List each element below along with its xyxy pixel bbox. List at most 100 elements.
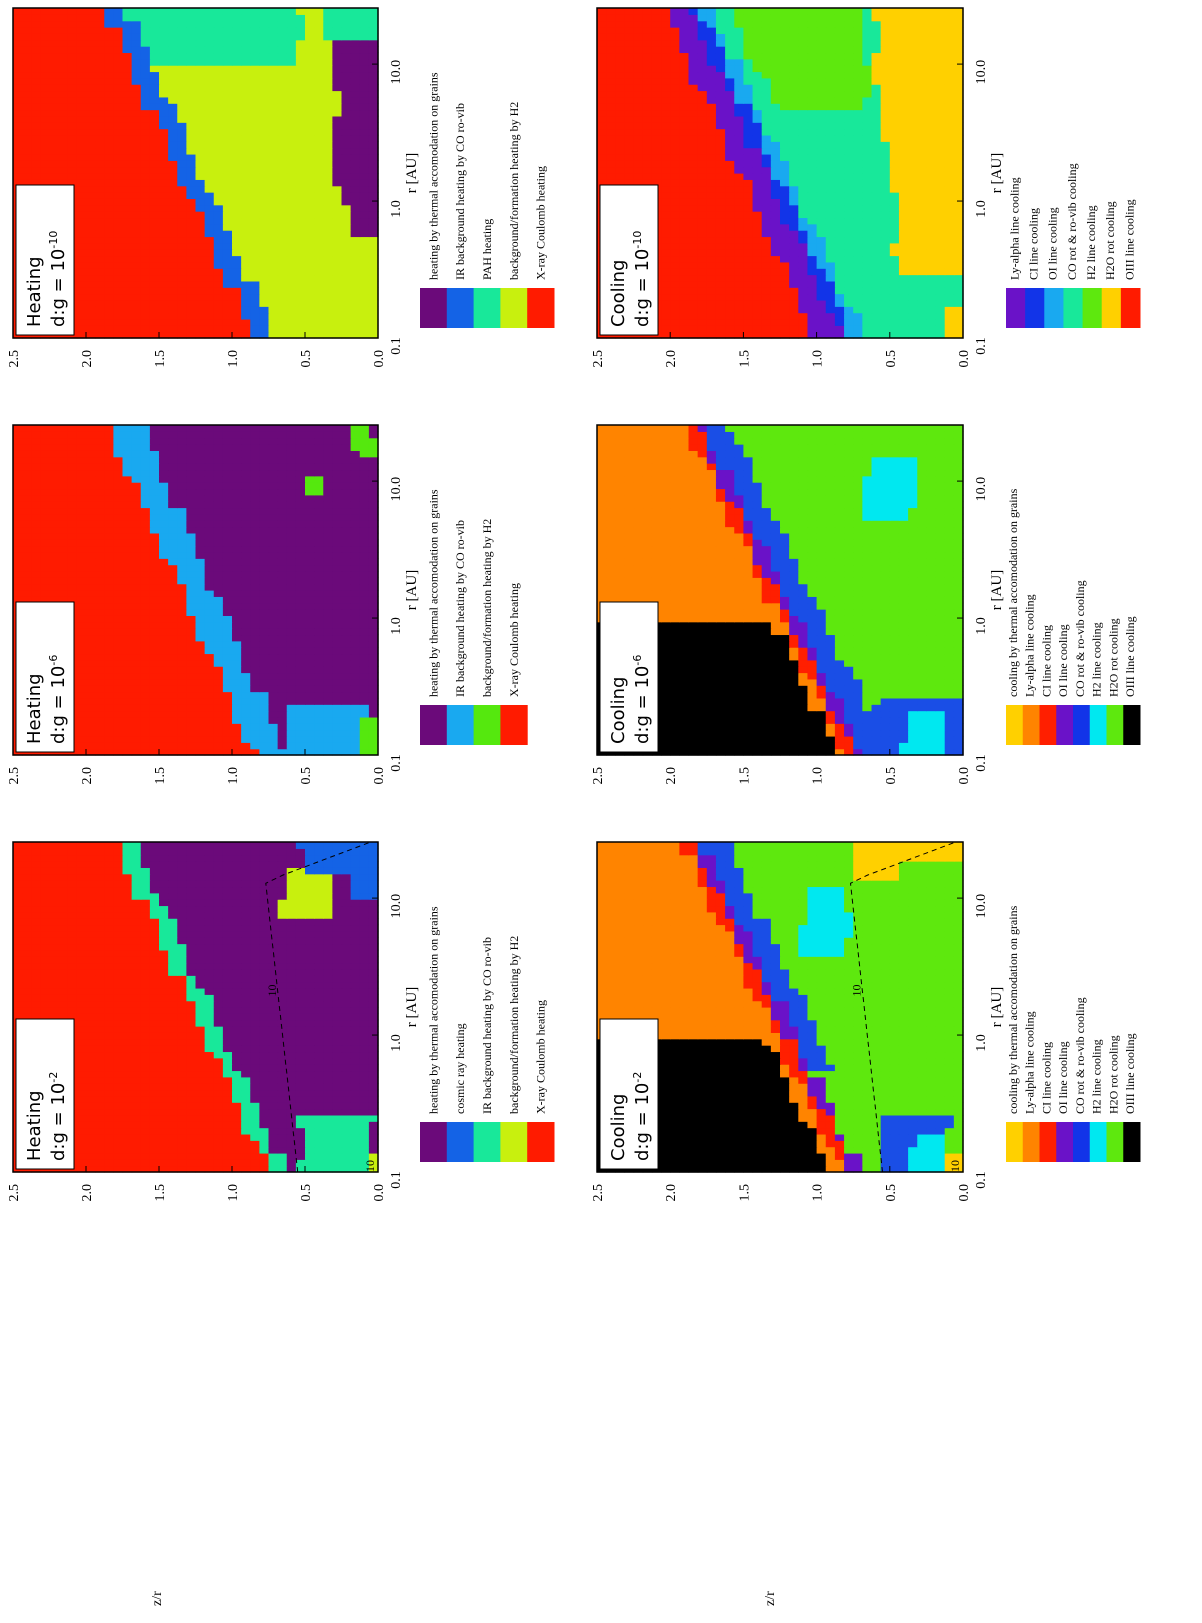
heatmap-cell: [131, 545, 142, 553]
heatmap-cell: [140, 691, 151, 699]
heatmap-cell: [95, 634, 105, 642]
heatmap-cell: [368, 621, 379, 629]
heatmap-cell: [241, 968, 251, 976]
heatmap-cell: [259, 886, 270, 894]
heatmap-cell: [195, 299, 206, 307]
heatmap-cell: [222, 1102, 233, 1110]
heatmap-cell: [341, 318, 352, 326]
heatmap-cell: [314, 482, 324, 490]
heatmap-cell: [204, 735, 215, 743]
heatmap-cell: [277, 1121, 288, 1129]
heatmap-cell: [31, 450, 41, 458]
heatmap-cell: [232, 1089, 242, 1097]
heatmap-cell: [323, 1108, 333, 1116]
heatmap-cell: [186, 691, 197, 699]
heatmap-cell: [259, 1152, 270, 1160]
heatmap-cell: [341, 842, 352, 849]
heatmap-cell: [67, 532, 78, 540]
heatmap-cell: [58, 520, 69, 528]
heatmap-cell: [104, 1051, 114, 1059]
heatmap-cell: [204, 494, 215, 502]
heatmap-cell: [359, 634, 370, 642]
heatmap-cell: [350, 1133, 361, 1141]
heatmap-cell: [341, 223, 352, 231]
heatmap-cell: [31, 570, 41, 578]
heatmap-cell: [131, 949, 142, 957]
heatmap-cell: [341, 716, 352, 724]
heatmap-cell: [332, 1019, 343, 1027]
heatmap-cell: [359, 526, 370, 534]
heatmap-cell: [122, 249, 133, 257]
heatmap-cell: [159, 325, 169, 333]
heatmap-cell: [213, 1000, 224, 1008]
heatmap-cell: [250, 716, 260, 724]
heatmap-cell: [113, 861, 124, 868]
heatmap-cell: [368, 1108, 379, 1116]
heatmap-cell: [204, 1102, 215, 1110]
heatmap-cell: [341, 1013, 352, 1021]
heatmap-cell: [368, 956, 379, 964]
heatmap-cell: [140, 1000, 151, 1008]
heatmap-cell: [213, 704, 224, 712]
heatmap-cell: [104, 602, 114, 610]
heatmap-cell: [104, 551, 114, 559]
heatmap-cell: [323, 994, 333, 1002]
heatmap-cell: [250, 1051, 260, 1059]
heatmap-cell: [323, 287, 333, 295]
heatmap-cell: [259, 956, 270, 964]
heatmap-cell: [204, 261, 215, 269]
heatmap-cell: [159, 842, 169, 849]
heatmap-cell: [95, 748, 105, 756]
heatmap-cell: [113, 1114, 124, 1122]
heatmap-cell: [341, 930, 352, 938]
heatmap-cell: [241, 217, 251, 225]
heatmap-cell: [104, 450, 114, 458]
heatmap-cell: [213, 1121, 224, 1129]
heatmap-cell: [177, 892, 187, 900]
heatmap-cell: [259, 325, 270, 333]
heatmap-cell: [204, 1089, 215, 1097]
heatmap-cell: [286, 1083, 297, 1091]
heatmap-cell: [186, 325, 197, 333]
heatmap-cell: [250, 602, 260, 610]
heatmap-cell: [186, 1070, 197, 1078]
heatmap-cell: [76, 956, 87, 964]
heatmap-cell: [122, 1127, 133, 1135]
heatmap-cell: [341, 1032, 352, 1040]
heatmap-cell: [323, 653, 333, 661]
heatmap-cell: [350, 539, 361, 547]
heatmap-cell: [13, 1013, 23, 1021]
heatmap-cell: [122, 1064, 133, 1072]
heatmap-cell: [13, 924, 23, 932]
heatmap-cell: [76, 886, 87, 894]
heatmap-cell: [213, 444, 224, 451]
heatmap-cell: [350, 596, 361, 604]
heatmap-cell: [368, 513, 379, 521]
heatmap-cell: [86, 742, 96, 750]
heatmap-cell: [76, 1159, 87, 1167]
heatmap-cell: [232, 1165, 242, 1173]
heatmap-cell: [122, 488, 133, 496]
heatmap-cell: [350, 886, 361, 894]
heatmap-cell: [277, 1108, 288, 1116]
heatmap-cell: [168, 1140, 178, 1148]
heatmap-cell: [332, 236, 343, 244]
heatmap-cell: [140, 981, 151, 989]
heatmap-cell: [159, 892, 169, 900]
heatmap-cell: [277, 729, 288, 737]
heatmap-cell: [168, 287, 178, 295]
heatmap-cell: [268, 236, 279, 244]
heatmap-cell: [232, 293, 242, 301]
heatmap-cell: [49, 1000, 60, 1008]
heatmap-cell: [332, 293, 343, 301]
legend-swatch: [446, 1122, 475, 1162]
heatmap-cell: [140, 520, 151, 528]
heatmap-cell: [323, 735, 333, 743]
heatmap-cell: [341, 1019, 352, 1027]
heatmap-cell: [159, 1152, 169, 1160]
heatmap-cell: [332, 886, 343, 894]
heatmap-cell: [341, 513, 352, 521]
heatmap-cell: [250, 659, 260, 667]
heatmap-cell: [241, 647, 251, 655]
heatmap-cell: [250, 1057, 260, 1065]
